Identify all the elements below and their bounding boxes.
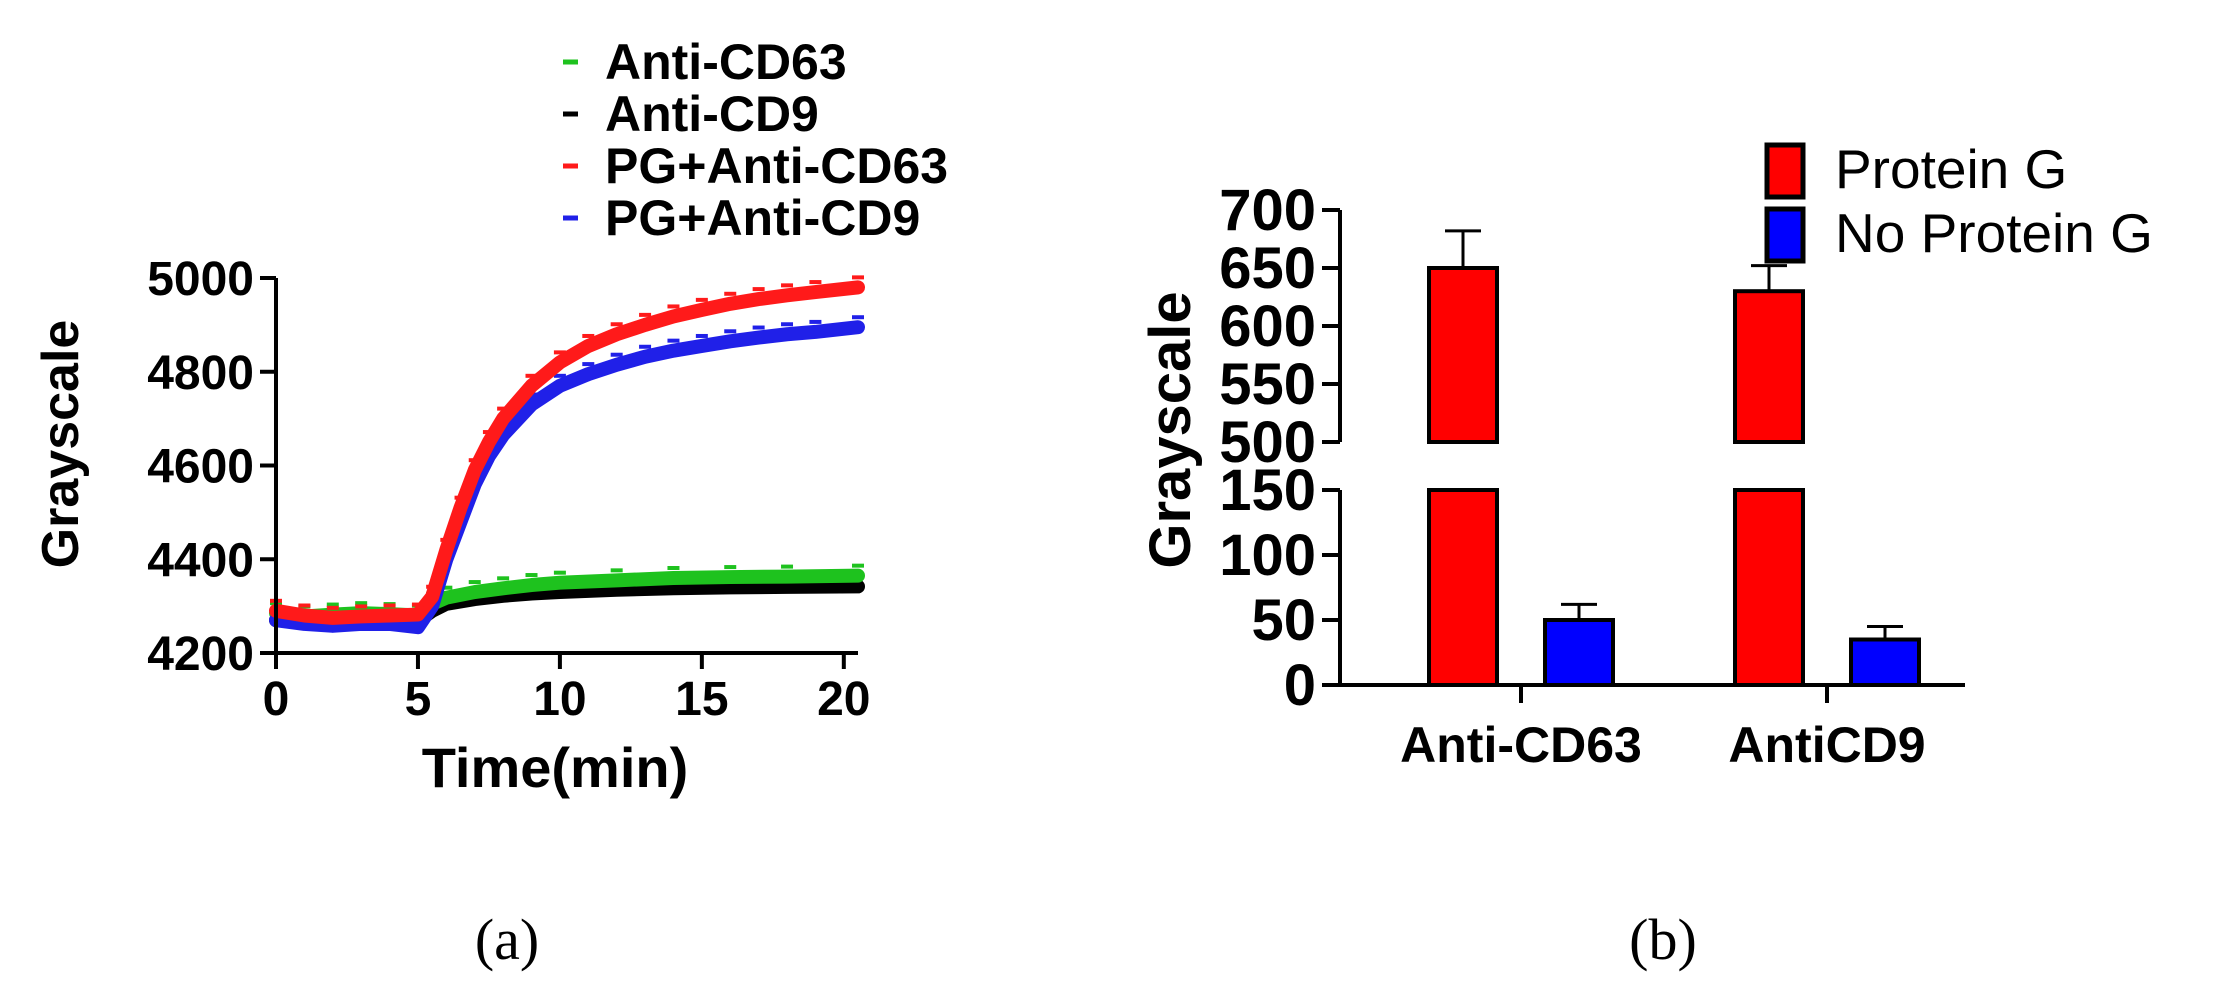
panel-a-caption: (a) (475, 907, 539, 972)
bar-no-protein-g-anticd9 (1849, 637, 1921, 687)
panel-b-y-tick-label: 650 (1219, 236, 1316, 301)
legend-label-pg-anti-cd63: PG+Anti-CD63 (605, 138, 948, 194)
series-line-pg-anti-cd9 (269, 320, 865, 635)
legend-label-pg-anti-cd9: PG+Anti-CD9 (605, 190, 920, 246)
panel-a-x-tick-label: 10 (533, 673, 586, 726)
panel-a-axes: 4200 4400 4600 4800 5000 0 5 10 15 20 (147, 253, 870, 726)
series-line-pg-anti-cd63 (269, 280, 865, 625)
panel-a-x-tick-label: 20 (817, 673, 870, 726)
panel-b-y-tick-label: 500 (1219, 410, 1316, 475)
panel-b-y-tick-label: 600 (1219, 294, 1316, 359)
panel-b-legend: Protein GNo Protein G (1764, 138, 2153, 264)
panel-a-series-group (269, 275, 865, 635)
panel-b-y-tick-label: 0 (1284, 653, 1316, 718)
bar-protein-g-anti-cd63 (1427, 266, 1499, 444)
panel-b-y-tick-label: 150 (1219, 458, 1316, 523)
panel-a-y-tick-label: 4200 (147, 628, 254, 681)
panel-a-x-tick-label: 5 (405, 673, 432, 726)
legend-swatch-no-protein-g (1764, 206, 1806, 264)
panel-a-y-tick-label: 5000 (147, 253, 254, 306)
legend-swatch-protein-g (1764, 142, 1806, 200)
panel-a-y-tick-label: 4800 (147, 347, 254, 400)
panel-b-caption: (b) (1629, 907, 1697, 972)
panel-a-y-tick-label: 4400 (147, 534, 254, 587)
bar-protein-g-anticd9 (1733, 488, 1805, 687)
bar-protein-g-anticd9 (1733, 289, 1805, 445)
panel-b-y-tick-label: 50 (1251, 588, 1316, 653)
panel-b-y-axis-label: Grayscale (1138, 291, 1203, 568)
panel-a-x-tick-label: 0 (263, 673, 290, 726)
legend-label-no-protein-g: No Protein G (1835, 202, 2153, 264)
panel-a-y-tick-label: 4600 (147, 441, 254, 494)
legend-label-anti-cd9: Anti-CD9 (605, 86, 819, 142)
panel-b-y-tick-label: 550 (1219, 352, 1316, 417)
panel-a-x-tick-label: 15 (675, 673, 728, 726)
bar-protein-g-anti-cd63 (1427, 488, 1499, 687)
panel-b-bars-group (1427, 229, 1921, 687)
legend-label-anti-cd63: Anti-CD63 (605, 34, 847, 90)
panel-a-x-axis-label: Time(min) (422, 736, 689, 799)
panel-b-x-tick-label: Anti-CD63 (1400, 717, 1642, 773)
panel-b-x-tick-label: AntiCD9 (1728, 717, 1925, 773)
panel-b-y-tick-label: 100 (1219, 523, 1316, 588)
panel-b-y-tick-label: 700 (1219, 178, 1316, 243)
panel-a-line-chart: 4200 4400 4600 4800 5000 0 5 10 15 20 Anti-CD63An… (32, 34, 948, 972)
panel-a-y-axis-label: Grayscale (32, 320, 90, 569)
legend-label-protein-g: Protein G (1835, 138, 2067, 200)
bar-no-protein-g-anti-cd63 (1543, 618, 1615, 687)
